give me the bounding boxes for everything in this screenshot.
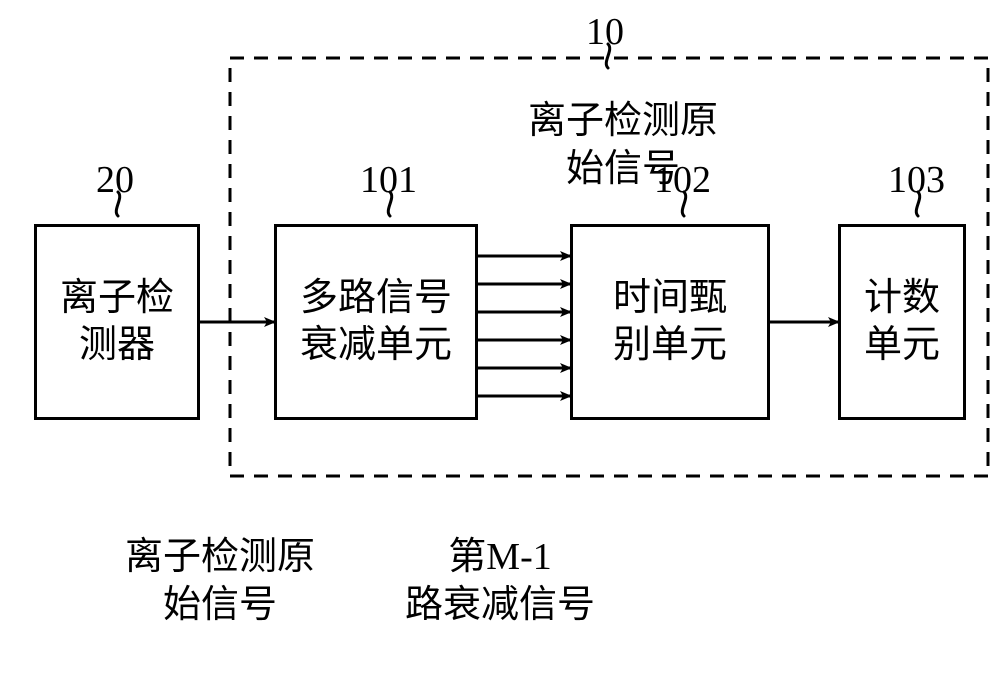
label-line: 始信号 xyxy=(566,148,680,190)
label-m-minus-1-attenuated-signal: 第M-1 路衰减信号 xyxy=(405,534,595,629)
block-counting-unit: 计数 单元 xyxy=(838,224,966,420)
block-label-line: 离子检 xyxy=(60,277,174,319)
ref-number-10: 10 xyxy=(586,10,624,54)
block-label-line: 单元 xyxy=(864,324,940,366)
block-label-line: 测器 xyxy=(79,324,155,366)
ref-number-101: 101 xyxy=(360,158,417,202)
block-label-line: 多路信号 xyxy=(300,277,452,319)
block-multi-signal-attenuation-unit: 多路信号 衰减单元 xyxy=(274,224,478,420)
diagram-canvas: 离子检 测器 多路信号 衰减单元 时间甄 别单元 计数 单元 10 20 101… xyxy=(0,0,1000,677)
label-line: 离子检测原 xyxy=(125,536,315,578)
label-line: 始信号 xyxy=(163,584,277,626)
block-label-line: 时间甄 xyxy=(613,277,727,319)
label-line: 路衰减信号 xyxy=(405,584,595,626)
label-ion-detection-raw-signal-top: 离子检测原 始信号 xyxy=(528,98,718,193)
ref-number-20: 20 xyxy=(96,158,134,202)
label-ion-detection-raw-signal-bottom: 离子检测原 始信号 xyxy=(125,534,315,629)
label-line: 第M-1 xyxy=(448,536,551,578)
block-label-line: 别单元 xyxy=(613,324,727,366)
label-line: 离子检测原 xyxy=(528,100,718,142)
block-label-line: 计数 xyxy=(864,277,940,319)
block-label-line: 衰减单元 xyxy=(300,324,452,366)
block-time-discrimination-unit: 时间甄 别单元 xyxy=(570,224,770,420)
ref-number-103: 103 xyxy=(888,158,945,202)
block-ion-detector: 离子检 测器 xyxy=(34,224,200,420)
